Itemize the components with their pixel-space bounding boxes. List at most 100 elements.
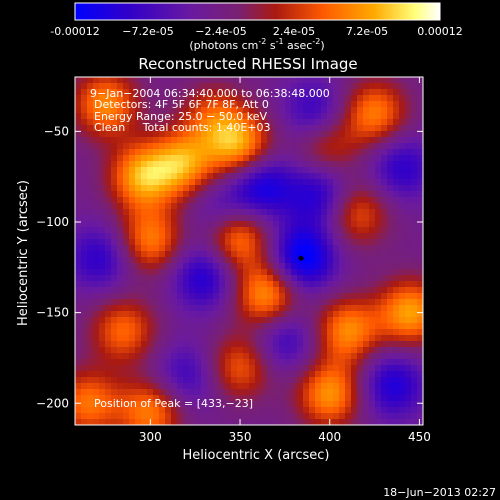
heatmap-cell — [231, 299, 238, 306]
heatmap-cell — [381, 407, 388, 414]
heatmap-cell — [81, 203, 88, 210]
heatmap-cell — [411, 251, 418, 258]
heatmap-cell — [99, 347, 106, 354]
heatmap-cell — [285, 323, 292, 330]
heatmap-cell — [357, 203, 364, 210]
heatmap-cell — [201, 377, 208, 384]
heatmap-cell — [135, 323, 142, 330]
heatmap-cell — [273, 107, 280, 114]
heatmap-cell — [345, 419, 352, 425]
heatmap-cell — [321, 401, 328, 408]
heatmap-cell — [327, 221, 334, 228]
heatmap-cell — [393, 269, 400, 276]
heatmap-cell — [81, 263, 88, 270]
heatmap-cell — [363, 173, 370, 180]
heatmap-cell — [297, 239, 304, 246]
heatmap-cell — [399, 335, 406, 342]
heatmap-cell — [213, 287, 220, 294]
heatmap-cell — [105, 119, 112, 126]
heatmap-cell — [183, 233, 190, 240]
heatmap-cell — [207, 77, 214, 84]
heatmap-cell — [405, 143, 412, 150]
heatmap-cell — [321, 245, 328, 252]
heatmap-cell — [339, 413, 346, 420]
heatmap-cell — [201, 119, 208, 126]
heatmap-cell — [339, 95, 346, 102]
heatmap-cell — [315, 137, 322, 144]
heatmap-cell — [267, 155, 274, 162]
heatmap-cell — [159, 179, 166, 186]
heatmap-cell — [93, 275, 100, 282]
heatmap-cell — [303, 113, 310, 120]
heatmap-cell — [315, 365, 322, 372]
heatmap-cell — [417, 173, 423, 180]
heatmap-cell — [297, 107, 304, 114]
heatmap-cell — [135, 413, 142, 420]
heatmap-cell — [99, 401, 106, 408]
heatmap-cell — [75, 359, 82, 366]
heatmap-cell — [363, 293, 370, 300]
heatmap-cell — [135, 263, 142, 270]
heatmap-cell — [117, 191, 124, 198]
heatmap-cell — [243, 143, 250, 150]
heatmap-cell — [117, 311, 124, 318]
heatmap-cell — [303, 269, 310, 276]
heatmap-cell — [105, 191, 112, 198]
heatmap-cell — [309, 89, 316, 96]
heatmap-cell — [387, 155, 394, 162]
heatmap-cell — [141, 167, 148, 174]
heatmap-cell — [417, 227, 423, 234]
heatmap-cell — [255, 233, 262, 240]
heatmap-cell — [75, 305, 82, 312]
heatmap-cell — [117, 197, 124, 204]
heatmap-cell — [285, 149, 292, 156]
heatmap-cell — [309, 221, 316, 228]
heatmap-cell — [405, 119, 412, 126]
heatmap-cell — [213, 95, 220, 102]
heatmap-cell — [405, 293, 412, 300]
heatmap-cell — [243, 365, 250, 372]
heatmap-cell — [189, 299, 196, 306]
heatmap-cell — [417, 401, 423, 408]
heatmap-cell — [123, 113, 130, 120]
heatmap-cell — [129, 335, 136, 342]
heatmap-cell — [267, 101, 274, 108]
heatmap-cell — [303, 329, 310, 336]
heatmap-cell — [309, 209, 316, 216]
heatmap-cell — [111, 179, 118, 186]
heatmap-cell — [111, 263, 118, 270]
heatmap-cell — [369, 329, 376, 336]
heatmap-cell — [231, 419, 238, 425]
heatmap-cell — [123, 101, 130, 108]
heatmap-cell — [315, 167, 322, 174]
heatmap-cell — [309, 161, 316, 168]
heatmap-cell — [231, 371, 238, 378]
heatmap-cell — [225, 161, 232, 168]
heatmap-cell — [315, 233, 322, 240]
heatmap-cell — [363, 185, 370, 192]
heatmap-cell — [159, 215, 166, 222]
heatmap-cell — [117, 413, 124, 420]
heatmap-cell — [399, 359, 406, 366]
heatmap-cell — [207, 251, 214, 258]
heatmap-cell — [357, 179, 364, 186]
heatmap-cell — [93, 89, 100, 96]
heatmap-cell — [405, 287, 412, 294]
heatmap-cell — [255, 353, 262, 360]
heatmap-cell — [399, 89, 406, 96]
heatmap-cell — [231, 377, 238, 384]
heatmap-cell — [357, 173, 364, 180]
heatmap-cell — [291, 293, 298, 300]
heatmap-cell — [99, 419, 106, 425]
heatmap-cell — [297, 95, 304, 102]
heatmap-cell — [207, 173, 214, 180]
heatmap-cell — [321, 137, 328, 144]
heatmap-cell — [345, 239, 352, 246]
heatmap-cell — [243, 281, 250, 288]
heatmap-cell — [273, 161, 280, 168]
heatmap-cell — [75, 185, 82, 192]
heatmap-cell — [267, 329, 274, 336]
heatmap-cell — [369, 335, 376, 342]
heatmap-cell — [123, 119, 130, 126]
heatmap-cell — [417, 353, 423, 360]
